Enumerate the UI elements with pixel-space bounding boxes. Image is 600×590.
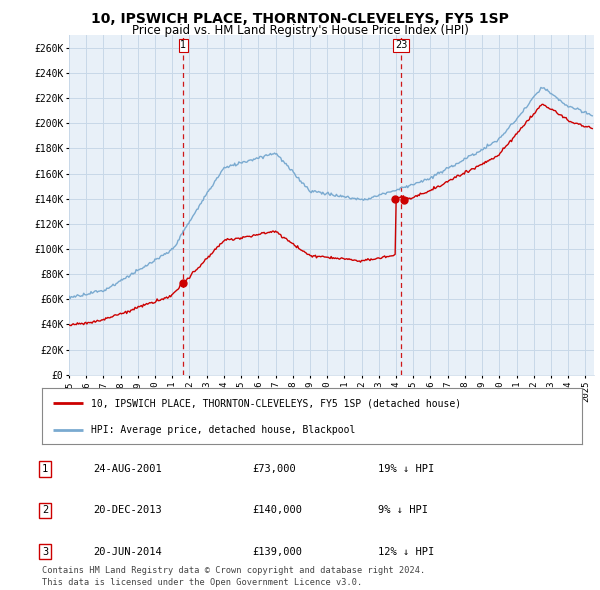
Text: 24-AUG-2001: 24-AUG-2001 bbox=[93, 464, 162, 474]
Text: 19% ↓ HPI: 19% ↓ HPI bbox=[378, 464, 434, 474]
Text: HPI: Average price, detached house, Blackpool: HPI: Average price, detached house, Blac… bbox=[91, 425, 355, 435]
Text: 12% ↓ HPI: 12% ↓ HPI bbox=[378, 547, 434, 556]
Text: £73,000: £73,000 bbox=[252, 464, 296, 474]
Text: 1: 1 bbox=[181, 41, 187, 51]
Text: 20-JUN-2014: 20-JUN-2014 bbox=[93, 547, 162, 556]
Text: £140,000: £140,000 bbox=[252, 506, 302, 515]
Text: Price paid vs. HM Land Registry's House Price Index (HPI): Price paid vs. HM Land Registry's House … bbox=[131, 24, 469, 37]
Text: Contains HM Land Registry data © Crown copyright and database right 2024.
This d: Contains HM Land Registry data © Crown c… bbox=[42, 566, 425, 587]
Text: 20-DEC-2013: 20-DEC-2013 bbox=[93, 506, 162, 515]
Text: 1: 1 bbox=[42, 464, 48, 474]
Text: £139,000: £139,000 bbox=[252, 547, 302, 556]
Text: 10, IPSWICH PLACE, THORNTON-CLEVELEYS, FY5 1SP (detached house): 10, IPSWICH PLACE, THORNTON-CLEVELEYS, F… bbox=[91, 398, 461, 408]
Text: 2: 2 bbox=[42, 506, 48, 515]
Text: 10, IPSWICH PLACE, THORNTON-CLEVELEYS, FY5 1SP: 10, IPSWICH PLACE, THORNTON-CLEVELEYS, F… bbox=[91, 12, 509, 26]
Text: 3: 3 bbox=[42, 547, 48, 556]
Text: 9% ↓ HPI: 9% ↓ HPI bbox=[378, 506, 428, 515]
Text: 23: 23 bbox=[395, 41, 407, 51]
